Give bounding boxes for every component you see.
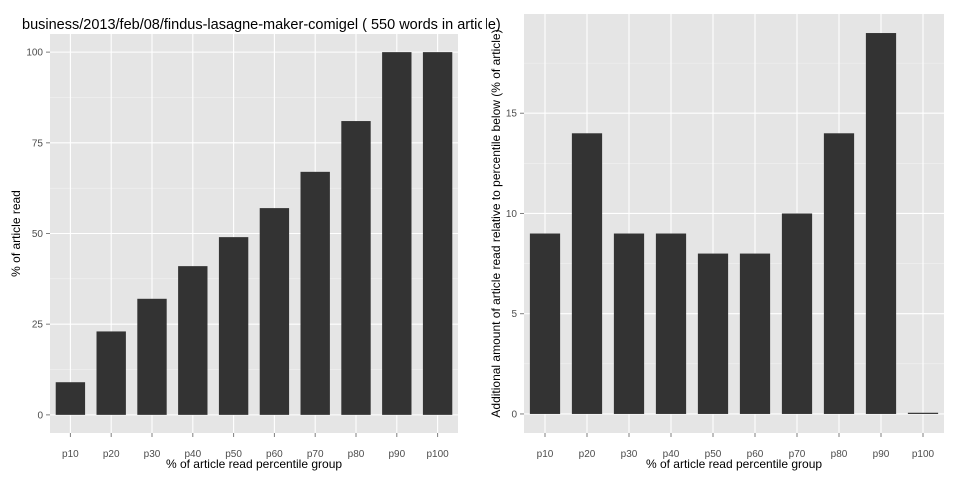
bar-p40 [655, 233, 687, 414]
x-tick-label: p70 [307, 449, 324, 460]
x-tick-label: p20 [103, 449, 120, 460]
x-tick-label: p90 [388, 449, 405, 460]
x-tick-label: p70 [789, 449, 806, 460]
right-x-axis-title: % of article read percentile group [646, 457, 822, 471]
bar-p90 [865, 33, 897, 414]
bar-p30 [137, 298, 167, 415]
left-x-axis: p10 p20 p30 p40 p50 p60 p70 p80 p90 p100 [62, 433, 449, 460]
bar-p50 [218, 237, 249, 415]
bar-p40 [178, 266, 208, 415]
right-y-axis-title: Additional amount of article read relati… [489, 29, 503, 417]
y-tick-label: 0 [511, 409, 517, 420]
bar-p90 [382, 52, 412, 415]
bar-p70 [781, 213, 813, 414]
x-tick-label: p60 [747, 449, 764, 460]
x-tick-label: p60 [266, 449, 283, 460]
y-tick-label: 5 [511, 309, 517, 320]
left-y-axis-title: % of article read [9, 190, 23, 277]
bar-p80 [823, 133, 855, 414]
x-tick-label: p80 [831, 449, 848, 460]
bar-p100 [422, 52, 453, 415]
right-x-axis: p10 p20 p30 p40 p50 p60 p70 p80 p90 p100 [537, 433, 935, 460]
bar-p60 [259, 208, 290, 415]
bar-p10 [529, 233, 561, 414]
x-tick-label: p10 [62, 449, 79, 460]
y-tick-label: 10 [506, 209, 518, 220]
bar-p10 [55, 382, 86, 415]
bar-p80 [341, 121, 371, 415]
bar-p20 [96, 331, 126, 415]
right-y-axis: 0 5 10 15 [506, 109, 524, 420]
y-tick-label: 25 [32, 320, 44, 331]
x-tick-label: p40 [663, 449, 680, 460]
x-tick-label: p50 [705, 449, 722, 460]
y-tick-label: 15 [506, 109, 518, 120]
right-bars [529, 33, 939, 414]
bar-p100 [907, 412, 939, 414]
x-tick-label: p40 [184, 449, 201, 460]
x-tick-label: p50 [225, 449, 242, 460]
bar-p60 [739, 253, 771, 414]
x-tick-label: p100 [912, 449, 935, 460]
bar-p50 [697, 253, 729, 414]
y-tick-label: 100 [26, 48, 43, 59]
x-tick-label: p100 [426, 449, 449, 460]
left-y-axis: 0 25 50 75 100 [26, 48, 50, 421]
left-bars [55, 52, 453, 415]
left-x-axis-title: % of article read percentile group [166, 457, 342, 471]
x-tick-label: p80 [348, 449, 365, 460]
y-tick-label: 75 [32, 138, 44, 149]
left-title-clip-mask [482, 0, 486, 34]
bar-p30 [613, 233, 645, 414]
x-tick-label: p10 [537, 449, 554, 460]
left-chart-title: business/2013/feb/08/findus-lasagne-make… [22, 17, 501, 33]
y-tick-label: 50 [32, 229, 44, 240]
bar-p70 [300, 171, 330, 415]
x-tick-label: p20 [579, 449, 596, 460]
y-tick-label: 0 [37, 410, 43, 421]
right-chart: 0 5 10 15 p10 p20 p30 p40 p50 p60 p70 p80 p90 p100 %… [489, 14, 944, 471]
bar-p20 [571, 133, 603, 414]
x-tick-label: p30 [621, 449, 638, 460]
x-tick-label: p30 [144, 449, 161, 460]
x-tick-label: p90 [873, 449, 890, 460]
